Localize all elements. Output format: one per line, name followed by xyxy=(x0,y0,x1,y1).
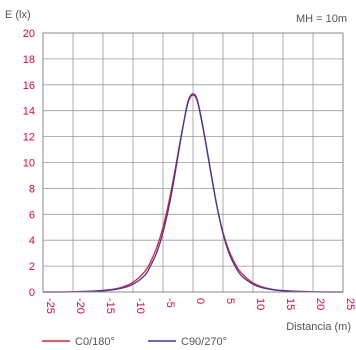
x-axis-label: Distancia (m) xyxy=(286,321,351,333)
legend: C0/180° C90/270° xyxy=(42,336,227,348)
plot-frame xyxy=(42,32,344,293)
y-tick-label: 2 xyxy=(29,261,35,273)
y-tick-label: 0 xyxy=(29,287,35,299)
x-tick-label: -15 xyxy=(104,298,116,314)
y-tick-label: 12 xyxy=(23,132,35,144)
legend-label-c90: C90/270° xyxy=(181,336,227,348)
y-tick-label: 8 xyxy=(29,183,35,195)
y-tick-label: 4 xyxy=(29,235,35,247)
legend-label-c0: C0/180° xyxy=(75,336,115,348)
y-tick-label: 14 xyxy=(23,106,35,118)
y-tick-label: 6 xyxy=(29,209,35,221)
x-tick-label: 5 xyxy=(224,298,236,304)
chart-ticks: -25 -20 -15 -10 -5 0 5 10 15 20 25 0 2 4 6 8 10 12 14 16 18 2… xyxy=(23,28,356,314)
y-axis-label: E (lx) xyxy=(5,9,31,21)
curve-c90-270 xyxy=(42,93,344,293)
chart-curves xyxy=(42,93,344,293)
x-tick-label: 15 xyxy=(284,298,296,310)
mounting-height-annotation: MH = 10m xyxy=(296,13,347,25)
x-tick-label: 10 xyxy=(254,298,266,310)
x-tick-label: -10 xyxy=(134,298,146,314)
y-tick-label: 20 xyxy=(23,28,35,40)
x-tick-label: -5 xyxy=(164,298,176,308)
curve-c0-180 xyxy=(42,94,344,293)
y-tick-label: 18 xyxy=(23,54,35,66)
x-tick-label: 20 xyxy=(314,298,326,310)
x-tick-label: 0 xyxy=(194,298,206,304)
y-tick-label: 16 xyxy=(23,80,35,92)
x-tick-label: -20 xyxy=(74,298,86,314)
chart-grid xyxy=(42,32,344,293)
x-tick-label: -25 xyxy=(44,298,56,314)
y-tick-label: 10 xyxy=(23,158,35,170)
x-tick-label: 25 xyxy=(344,298,356,310)
